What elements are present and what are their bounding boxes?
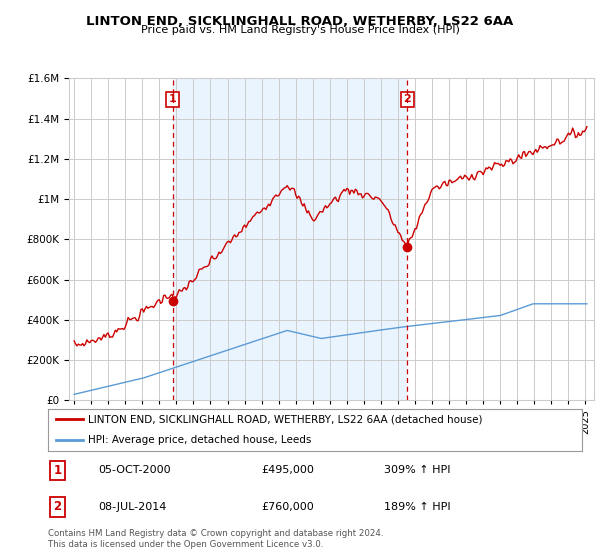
Text: £760,000: £760,000: [262, 502, 314, 512]
Text: 1: 1: [169, 94, 176, 104]
Text: 08-JUL-2014: 08-JUL-2014: [99, 502, 167, 512]
Text: 309% ↑ HPI: 309% ↑ HPI: [385, 465, 451, 475]
Text: £495,000: £495,000: [262, 465, 314, 475]
Text: LINTON END, SICKLINGHALL ROAD, WETHERBY, LS22 6AA (detached house): LINTON END, SICKLINGHALL ROAD, WETHERBY,…: [88, 414, 482, 424]
Text: 05-OCT-2000: 05-OCT-2000: [99, 465, 172, 475]
Text: 189% ↑ HPI: 189% ↑ HPI: [385, 502, 451, 512]
Text: 2: 2: [53, 500, 62, 514]
Text: LINTON END, SICKLINGHALL ROAD, WETHERBY, LS22 6AA: LINTON END, SICKLINGHALL ROAD, WETHERBY,…: [86, 15, 514, 27]
Text: HPI: Average price, detached house, Leeds: HPI: Average price, detached house, Leed…: [88, 435, 311, 445]
Text: 1: 1: [53, 464, 62, 477]
Text: Contains HM Land Registry data © Crown copyright and database right 2024.
This d: Contains HM Land Registry data © Crown c…: [48, 529, 383, 549]
Bar: [173, 78, 407, 400]
Text: 2: 2: [403, 94, 411, 104]
Text: Price paid vs. HM Land Registry's House Price Index (HPI): Price paid vs. HM Land Registry's House …: [140, 25, 460, 35]
